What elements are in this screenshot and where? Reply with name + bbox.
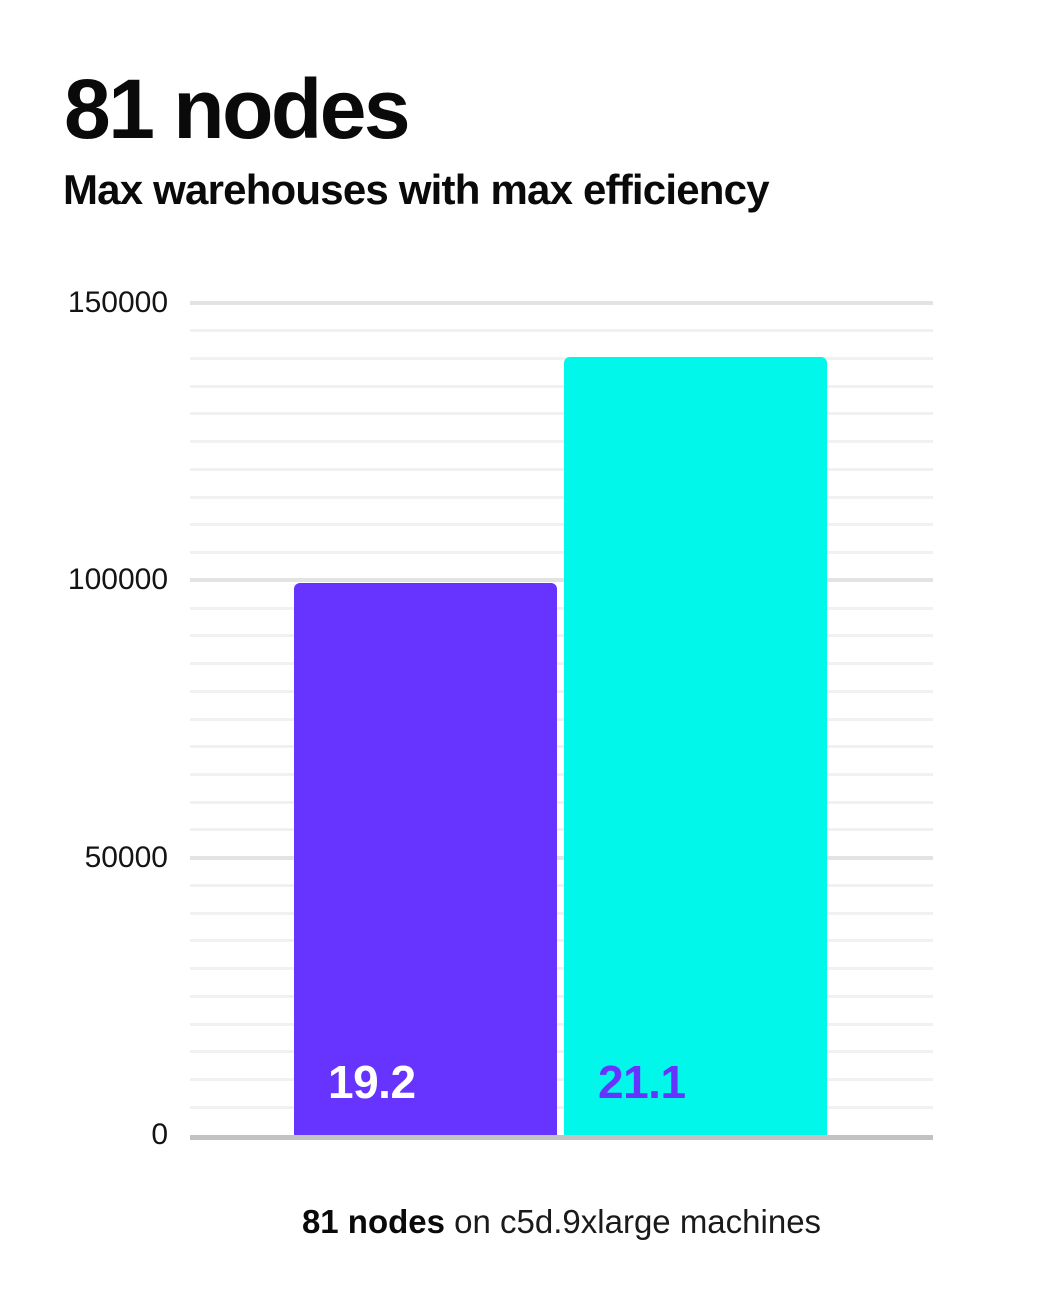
gridline-minor [190, 1105, 933, 1109]
gridline-minor [190, 495, 933, 499]
page-subtitle: Max warehouses with max efficiency [63, 166, 770, 213]
gridline-minor [190, 967, 933, 971]
gridline-minor [190, 828, 933, 832]
gridline-minor [190, 329, 933, 333]
gridline-major [190, 301, 933, 305]
gridline-minor [190, 745, 933, 749]
gridline-minor [190, 551, 933, 555]
gridline-minor [190, 772, 933, 776]
chart-caption: 81 nodes on c5d.9xlarge machines [190, 1202, 933, 1242]
gridline-minor [190, 523, 933, 527]
gridline-minor [190, 911, 933, 915]
x-axis-line [190, 1135, 933, 1140]
gridline-minor [190, 994, 933, 998]
bar-1: 19.2 [294, 583, 557, 1135]
caption-regular-text: on c5d.9xlarge machines [445, 1203, 822, 1240]
gridline-minor [190, 356, 933, 360]
gridline-minor [190, 800, 933, 804]
y-tick-label-100000: 100000 [67, 563, 168, 597]
gridline-major [190, 855, 933, 860]
gridline-minor [190, 689, 933, 693]
plot-area: 19.2 21.1 [190, 301, 933, 1135]
gridline-minor [190, 440, 933, 444]
gridline-major [190, 578, 933, 583]
gridline-minor [190, 606, 933, 610]
gridline-minor [190, 634, 933, 638]
bar-2: 21.1 [564, 357, 827, 1135]
gridline-minor [190, 717, 933, 721]
gridline-minor [190, 1050, 933, 1054]
gridline-minor [190, 412, 933, 416]
y-tick-label-150000: 150000 [67, 286, 168, 319]
gridline-minor [190, 939, 933, 943]
gridline-minor [190, 467, 933, 471]
gridline-minor [190, 883, 933, 887]
page-title: 81 nodes [64, 62, 411, 156]
caption-bold-text: 81 nodes [301, 1203, 445, 1240]
y-tick-label-50000: 50000 [84, 840, 168, 874]
gridline-minor [190, 1022, 933, 1026]
gridline-minor [190, 662, 933, 666]
y-tick-label-0: 0 [151, 1118, 168, 1151]
bar-1-value-label: 19.2 [328, 1056, 416, 1108]
bar-2-value-label: 21.1 [598, 1056, 686, 1108]
gridline-minor [190, 1078, 933, 1082]
gridline-minor [190, 384, 933, 388]
y-axis-labels: 0 50000 100000 150000 [0, 286, 168, 1151]
chart-card: 81 nodes Max warehouses with max efficie… [0, 62, 933, 1242]
